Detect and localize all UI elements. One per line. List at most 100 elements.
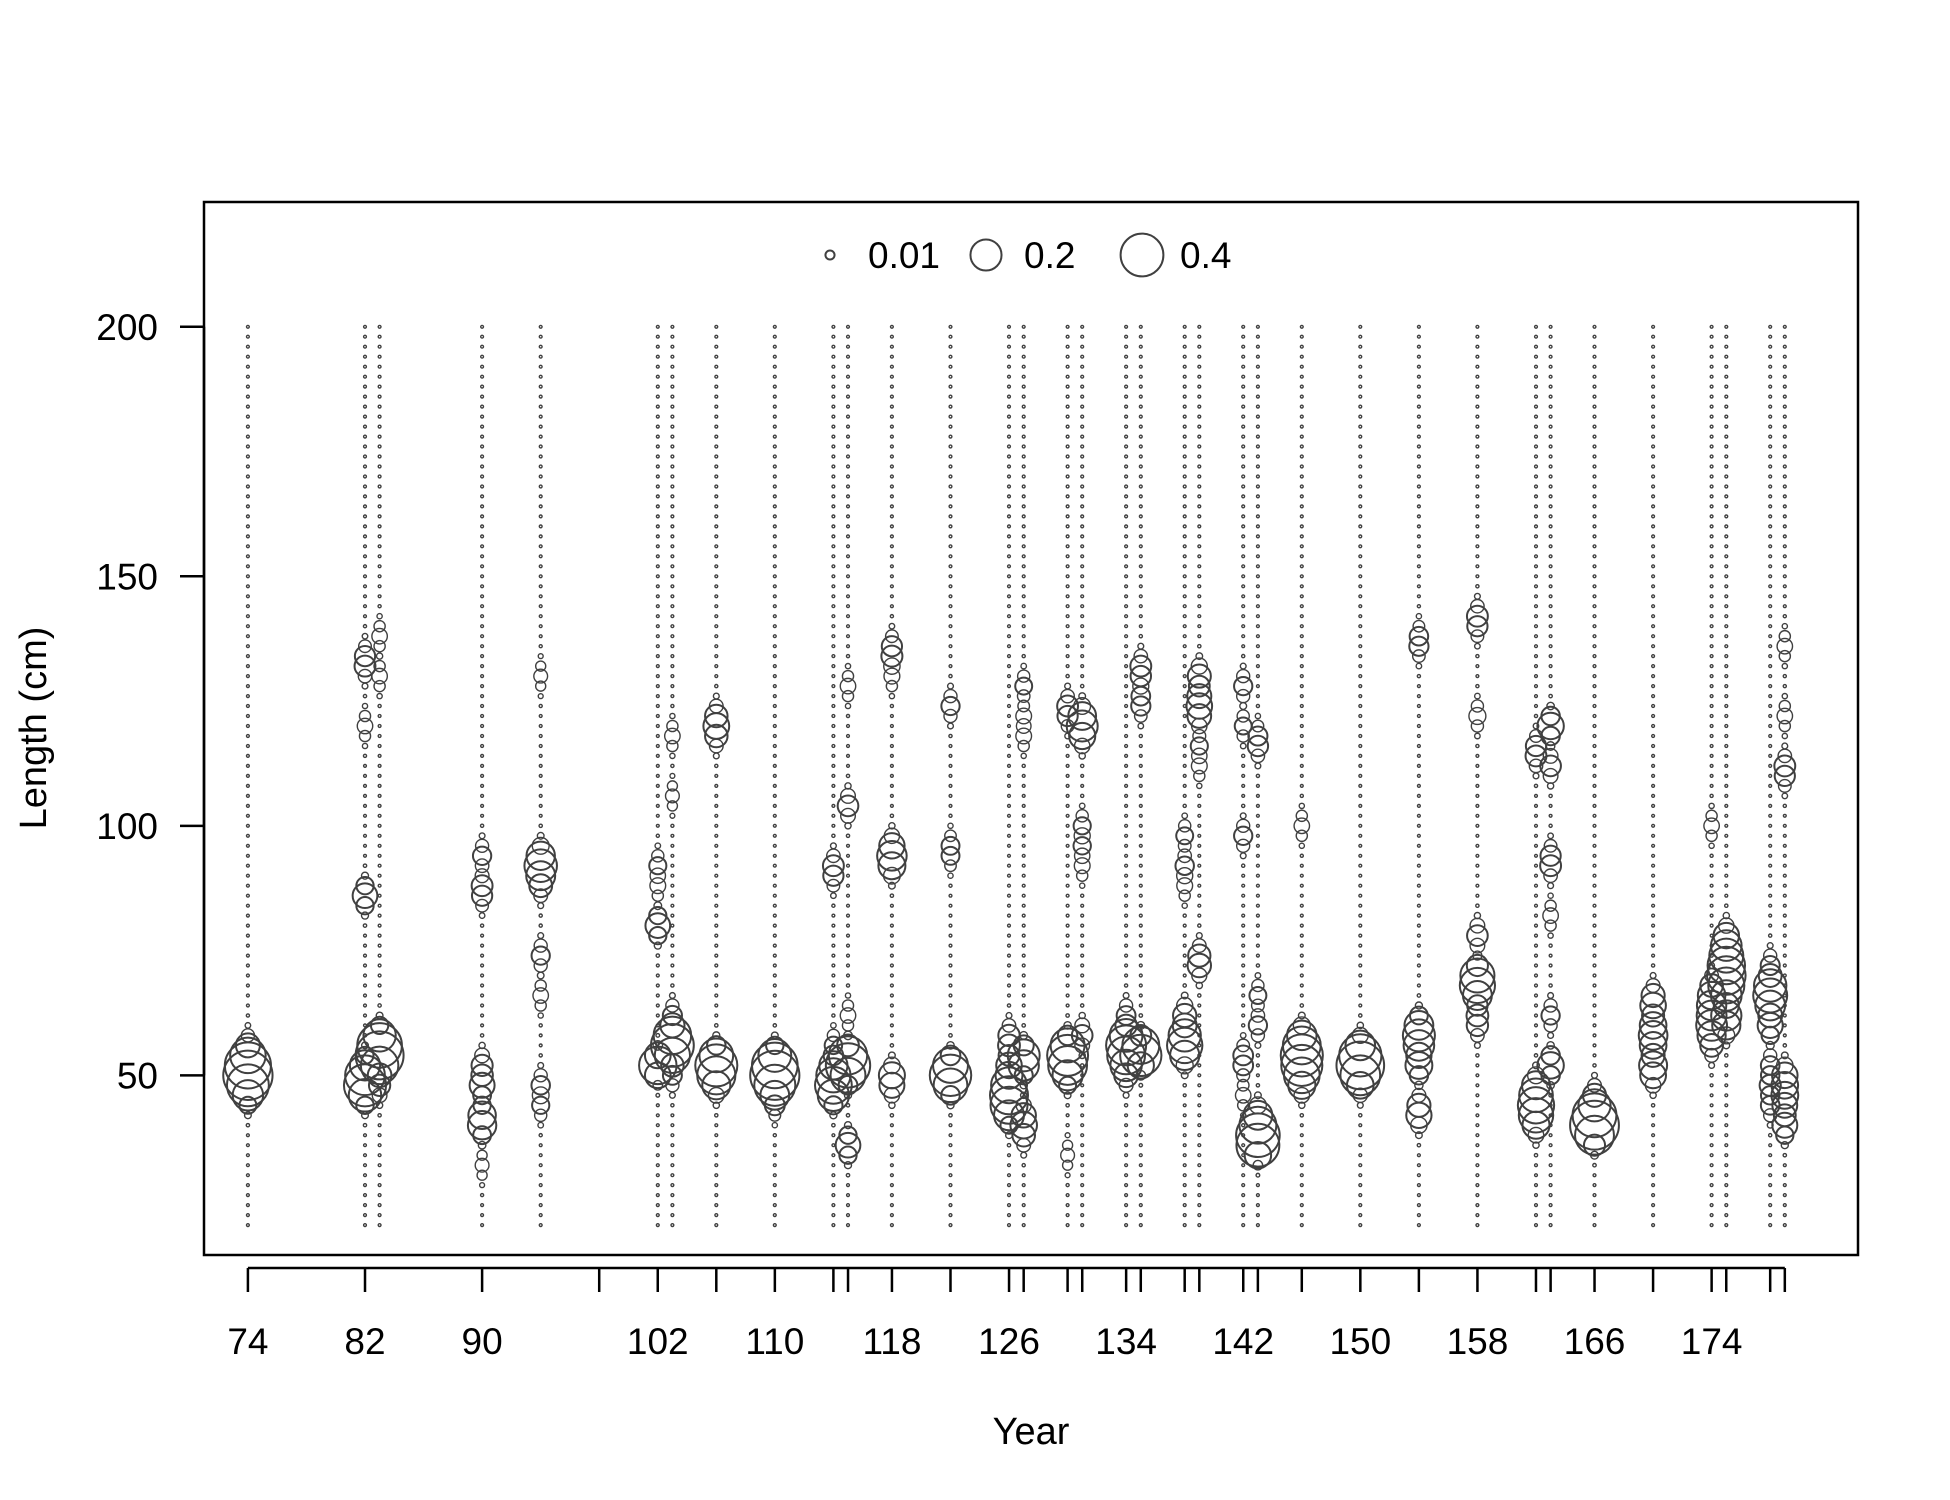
bubble: [1073, 857, 1091, 875]
bubble: [377, 484, 382, 489]
bubble: [1782, 1173, 1787, 1178]
legend-bubble: [824, 249, 836, 261]
bubble: [889, 1112, 895, 1118]
bubble: [1545, 741, 1556, 751]
bubble: [880, 644, 904, 668]
bubble: [1548, 1092, 1553, 1098]
bubble: [1172, 1002, 1198, 1029]
bubble: [1724, 823, 1729, 828]
bubble: [989, 1085, 1029, 1125]
bubble: [655, 1192, 660, 1198]
bubble: [889, 584, 894, 589]
bubble: [1416, 903, 1421, 908]
bubble: [1768, 833, 1773, 838]
bubble: [1723, 903, 1729, 909]
bubble: [845, 324, 851, 329]
bubble: [1123, 703, 1129, 709]
bubble: [1416, 334, 1421, 339]
bubble: [1021, 973, 1026, 978]
bubble: [714, 564, 719, 569]
bubble: [1724, 554, 1729, 559]
bubble: [1592, 723, 1597, 729]
bubble: [1080, 574, 1085, 579]
bubble: [889, 733, 894, 739]
bubble: [1416, 444, 1421, 449]
bubble: [538, 544, 543, 549]
bubble: [1299, 1163, 1304, 1168]
bubble: [1416, 364, 1421, 369]
bubble: [663, 727, 681, 745]
bubble: [1021, 1003, 1026, 1008]
bubble: [1197, 803, 1202, 809]
bubble: [1299, 773, 1304, 778]
bubble: [377, 933, 382, 938]
bubble: [876, 840, 908, 872]
bubble: [988, 1075, 1030, 1116]
bubble: [1650, 783, 1656, 788]
bubble: [845, 384, 851, 389]
bubble: [377, 584, 382, 589]
bubble: [1533, 594, 1539, 599]
bubble: [1065, 494, 1070, 499]
bubble: [1548, 1192, 1553, 1198]
year-column-83: [354, 324, 405, 1228]
bubble: [1650, 1133, 1656, 1138]
bubble: [714, 1173, 719, 1178]
bubble: [480, 983, 485, 988]
bubble: [362, 354, 368, 359]
bubble: [772, 1003, 777, 1008]
bubble: [1065, 903, 1070, 908]
bubble: [1065, 454, 1070, 459]
bubble: [1416, 1182, 1421, 1188]
bubble: [1299, 763, 1304, 768]
bubble: [1006, 703, 1012, 709]
bubble: [1592, 534, 1597, 539]
bubble: [1710, 999, 1743, 1032]
bubble: [1138, 983, 1143, 988]
bubble: [1065, 394, 1070, 399]
bubble: [538, 1132, 543, 1138]
bubble: [1123, 893, 1129, 898]
bubble: [1416, 494, 1421, 499]
bubble: [1255, 634, 1260, 639]
bubble: [1080, 1073, 1085, 1078]
bubble: [841, 1019, 855, 1032]
bubble: [1703, 817, 1721, 835]
x-tick-label: 158: [1447, 1321, 1509, 1362]
bubble: [1709, 434, 1714, 439]
bubble: [1709, 929, 1743, 962]
bubble: [1724, 773, 1729, 778]
bubble: [714, 494, 719, 499]
bubble: [1782, 843, 1787, 848]
bubble: [1123, 903, 1129, 908]
bubble: [1197, 514, 1202, 519]
bubble: [714, 644, 719, 649]
bubble: [245, 693, 250, 699]
bubble: [948, 803, 953, 809]
bubble: [1286, 1019, 1318, 1052]
bubble: [479, 923, 485, 928]
bubble: [1650, 534, 1656, 539]
bubble: [1358, 464, 1363, 469]
bubble: [1706, 945, 1747, 986]
bubble: [714, 1182, 719, 1188]
bubble: [245, 1212, 250, 1218]
bubble: [948, 534, 953, 539]
bubble: [1768, 444, 1773, 449]
bubble: [661, 1004, 683, 1027]
bubble: [245, 524, 250, 529]
bubble: [1021, 873, 1026, 878]
bubble: [1768, 663, 1773, 669]
bubble: [1255, 873, 1260, 878]
bubble: [1182, 454, 1187, 459]
bubble: [714, 1123, 719, 1128]
bubble: [948, 454, 953, 459]
bubble: [948, 993, 953, 998]
bubble: [1416, 973, 1421, 978]
bubble: [480, 354, 485, 359]
bubble: [1232, 1054, 1255, 1077]
bubble: [670, 1153, 675, 1158]
bubble: [351, 882, 379, 910]
bubble: [1782, 434, 1787, 439]
bubble: [948, 494, 953, 499]
